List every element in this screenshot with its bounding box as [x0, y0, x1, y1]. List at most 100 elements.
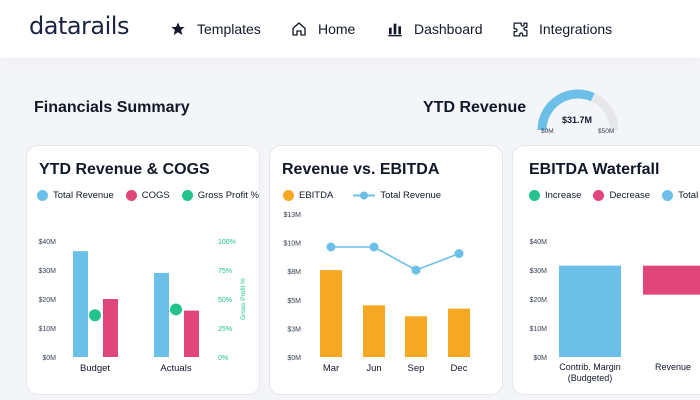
page-title: Financials Summary: [34, 99, 190, 116]
legend-label: Total Revenue: [380, 190, 442, 201]
ebitda-waterfall-chart: $0M $10M $20M $30M $40M Contrib. Margin(Budge…: [529, 239, 700, 383]
legend-label: Total: [678, 190, 699, 201]
nav-integrations[interactable]: Integrations: [511, 17, 612, 41]
y-tick-label: $30M: [38, 268, 56, 275]
legend-label: COGS: [141, 190, 170, 201]
legend-swatch: [125, 190, 137, 201]
gauge-min: $0M: [541, 128, 554, 135]
legend-swatch: [662, 190, 674, 201]
card-title: Revenue vs. EBITDA: [282, 161, 440, 178]
y-tick-label: $8M: [287, 269, 301, 276]
card-ytd-revenue-cogs: YTD Revenue & COGS Total Revenue COGS Gr…: [26, 145, 260, 395]
y-tick-label: $0M: [42, 355, 56, 362]
dot-gross-profit: [89, 309, 101, 322]
bar-cogs: [184, 310, 199, 357]
bar-ebitda: [320, 270, 342, 357]
x-tick-label: Contrib. Margin: [559, 362, 621, 372]
y-tick-label: $40M: [529, 239, 547, 246]
y-tick-label: $20M: [38, 297, 56, 304]
top-navigation-bar: datarails Templates Home Dashboard Integ…: [0, 0, 700, 58]
legend-total[interactable]: Total: [662, 190, 698, 201]
y-tick-label: $0M: [287, 355, 301, 362]
x-tick-label: Actuals: [160, 363, 191, 374]
datarails-logo[interactable]: datarails: [29, 12, 129, 40]
bar-total-revenue: [154, 272, 169, 357]
nav-home[interactable]: Home: [290, 17, 355, 41]
bar-decrease-revenue: [643, 265, 700, 295]
y2-axis-label: Gross Profit %: [240, 278, 247, 320]
x-tick-label: Budget: [80, 363, 110, 374]
legend-swatch: [181, 190, 193, 201]
x-tick-label: (Budgeted): [568, 373, 613, 383]
card-title: EBITDA Waterfall: [529, 161, 660, 178]
nav-dashboard-label: Dashboard: [414, 21, 483, 37]
card-revenue-vs-ebitda: Revenue vs. EBITDA EBITDA Total Revenue …: [269, 145, 503, 395]
y-tick-label: $10M: [529, 326, 547, 333]
bar-ebitda: [448, 308, 470, 357]
chart-legend: EBITDA Total Revenue: [283, 190, 441, 201]
legend-swatch: [529, 190, 540, 201]
nav-integrations-label: Integrations: [539, 21, 613, 37]
nav-home-label: Home: [318, 21, 356, 37]
ytd-revenue-title: YTD Revenue: [423, 99, 527, 116]
legend-label: Increase: [545, 190, 582, 201]
point-total-revenue: [369, 242, 379, 252]
chart-legend: Increase Decrease Total: [529, 190, 698, 201]
y2-tick-label: 0%: [218, 355, 228, 362]
bar-ebitda: [363, 305, 385, 357]
y2-tick-label: 50%: [218, 297, 232, 304]
legend-increase[interactable]: Increase: [529, 190, 581, 201]
ytd-revenue-cogs-chart: $0M $10M $20M $30M $40M 0% 25% 50% 75% 100% Gross …: [38, 239, 247, 374]
y-tick-label: $10M: [283, 241, 301, 248]
y-tick-label: $10M: [38, 326, 56, 333]
dot-gross-profit: [170, 303, 182, 316]
x-tick-label: Jun: [366, 363, 381, 374]
x-tick-label: Revenue: [655, 362, 691, 372]
legend-total-revenue[interactable]: Total Revenue: [37, 190, 114, 201]
card-ebitda-waterfall: EBITDA Waterfall Increase Decrease Total…: [512, 145, 700, 395]
y-tick-label: $5M: [287, 298, 301, 305]
legend-cogs[interactable]: COGS: [125, 190, 170, 201]
y2-tick-label: 25%: [218, 326, 232, 333]
nav-templates[interactable]: Templates: [169, 17, 261, 41]
ytd-revenue-gauge: $31.7M $0M $50M: [536, 88, 620, 138]
y2-tick-label: 100%: [218, 239, 236, 246]
nav-templates-label: Templates: [197, 21, 261, 37]
legend-ebitda[interactable]: EBITDA: [283, 190, 333, 201]
legend-swatch: [283, 190, 294, 201]
revenue-vs-ebitda-chart: $0M $3M $5M $8M $10M $13M Mar Jun Sep Dec: [283, 212, 470, 374]
legend-swatch: [593, 190, 605, 201]
card-title: YTD Revenue & COGS: [39, 161, 210, 178]
point-total-revenue: [454, 249, 464, 259]
legend-swatch: [37, 190, 48, 201]
chart-legend: Total Revenue COGS Gross Profit %: [37, 190, 259, 201]
x-tick-label: Mar: [323, 363, 339, 374]
legend-gross-profit[interactable]: Gross Profit %: [181, 190, 259, 201]
legend-total-revenue[interactable]: Total Revenue: [353, 190, 441, 201]
legend-label: EBITDA: [299, 190, 334, 201]
bar-chart-icon: [386, 20, 404, 38]
y-tick-label: $40M: [38, 239, 56, 246]
x-tick-label: Sep: [408, 363, 425, 374]
legend-label: Decrease: [609, 190, 651, 201]
line-total-revenue: [331, 246, 460, 271]
gauge-fill-arc: [537, 89, 595, 131]
legend-decrease[interactable]: Decrease: [593, 190, 650, 201]
x-tick-label: Dec: [451, 363, 468, 374]
y-tick-label: $13M: [283, 212, 301, 219]
nav-dashboard[interactable]: Dashboard: [386, 17, 483, 41]
y-tick-label: $0M: [533, 355, 547, 362]
y2-tick-label: 75%: [218, 268, 232, 275]
gauge-value: $31.7M: [562, 115, 593, 125]
star-icon: [169, 20, 187, 38]
home-icon: [290, 20, 308, 38]
gauge-max: $50M: [598, 128, 615, 135]
legend-label: Gross Profit %: [197, 190, 259, 201]
bar-total-contrib-margin: [559, 265, 621, 357]
point-total-revenue: [411, 265, 421, 275]
bar-cogs: [103, 299, 118, 357]
point-total-revenue: [326, 242, 336, 252]
legend-line-swatch: [353, 191, 376, 200]
y-tick-label: $30M: [529, 268, 547, 275]
y-tick-label: $3M: [287, 326, 301, 333]
